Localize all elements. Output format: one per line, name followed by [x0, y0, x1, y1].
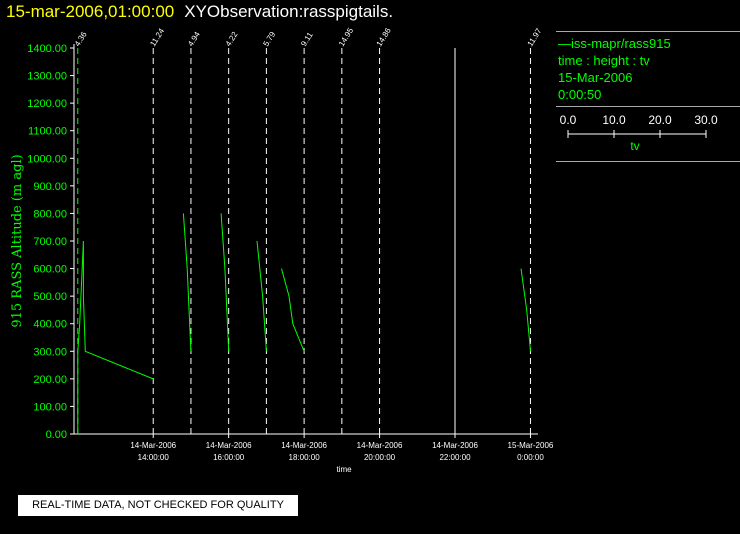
tv-scale: 0.0 10.0 20.0 30.0 tv: [560, 113, 718, 153]
data-trace: [77, 240, 154, 434]
y-tick-label: 1200.00: [27, 98, 67, 110]
profile-value-label: 11.24: [148, 26, 166, 48]
data-trace: [220, 213, 230, 352]
profile-value-label: 4.36: [73, 30, 89, 48]
y-tick-label: 1300.00: [27, 71, 67, 83]
data-trace: [182, 213, 192, 352]
legend-panel: —iss-mapr/rass915 time : height : tv 15-…: [556, 28, 740, 165]
scale-tick-label: 30.0: [694, 113, 718, 127]
y-tick-label: 500.00: [33, 291, 67, 303]
x-tick-label-time: 16:00:00: [213, 453, 245, 462]
y-tick-label: 200.00: [33, 374, 67, 386]
y-tick-label: 1400.00: [27, 43, 67, 55]
header-title: XYObservation:rasspigtails.: [184, 2, 394, 21]
y-tick-label: 800.00: [33, 208, 67, 220]
y-tick-label: 600.00: [33, 264, 67, 276]
scale-tick-label: 10.0: [602, 113, 626, 127]
y-tick-label: 700.00: [33, 236, 67, 248]
y-axis-label: 915 RASS Altitude (m agl): [10, 154, 25, 327]
data-trace: [281, 268, 305, 352]
x-tick-label-time: 14:00:00: [138, 453, 170, 462]
y-tick-label: 400.00: [33, 319, 67, 331]
profile-value-label: 14.95: [337, 26, 356, 48]
scale-label: tv: [630, 139, 639, 153]
y-tick-label: 1000.00: [27, 153, 67, 165]
x-axis-label: time: [336, 465, 352, 474]
profile-value-label: 14.86: [375, 26, 394, 48]
profile-value-label: 4.94: [186, 30, 202, 48]
x-tick-label-date: 14-Mar-2006: [206, 441, 252, 450]
legend-time: 0:00:50: [558, 87, 602, 102]
x-tick-label-date: 15-Mar-2006: [508, 441, 554, 450]
y-tick-label: 0.00: [46, 429, 67, 441]
profile-value-label: 5.79: [261, 30, 277, 48]
legend-bottom-rule: [556, 161, 740, 162]
x-tick-label-time: 18:00:00: [289, 453, 321, 462]
profile-value-label: 4.22: [224, 30, 240, 48]
header-date: 15-mar-2006,01:00:00: [6, 2, 175, 21]
y-tick-label: 1100.00: [28, 126, 67, 138]
legend-line-label: —iss-mapr/rass915: [558, 36, 671, 51]
y-tick-label: 300.00: [33, 346, 67, 358]
x-tick-label-date: 14-Mar-2006: [281, 441, 327, 450]
legend-mid-rule: [556, 106, 740, 107]
data-trace: [256, 240, 267, 352]
scale-tick-label: 20.0: [648, 113, 672, 127]
scale-tick-label: 0.0: [560, 113, 577, 127]
y-tick-label: 900.00: [33, 181, 67, 193]
y-tick-label: 100.00: [33, 401, 67, 413]
x-tick-label-date: 14-Mar-2006: [357, 441, 403, 450]
x-tick-label-time: 0:00:00: [517, 453, 544, 462]
legend-top-rule: [556, 31, 740, 32]
profile-value-label: 11.97: [526, 26, 544, 48]
x-tick-label-date: 14-Mar-2006: [130, 441, 176, 450]
x-tick-label-time: 22:00:00: [439, 453, 471, 462]
x-tick-label-date: 14-Mar-2006: [432, 441, 478, 450]
legend-date: 15-Mar-2006: [558, 70, 633, 85]
legend-line-entry: —iss-mapr/rass915: [556, 35, 740, 52]
quality-warning: REAL-TIME DATA, NOT CHECKED FOR QUALITY: [18, 495, 298, 516]
chart-header: 15-mar-2006,01:00:00 XYObservation:rasspi…: [6, 2, 393, 22]
x-tick-label-time: 20:00:00: [364, 453, 396, 462]
legend-axes-desc: time : height : tv: [558, 53, 650, 68]
profile-value-label: 9.11: [299, 30, 315, 48]
data-trace: [520, 268, 531, 352]
